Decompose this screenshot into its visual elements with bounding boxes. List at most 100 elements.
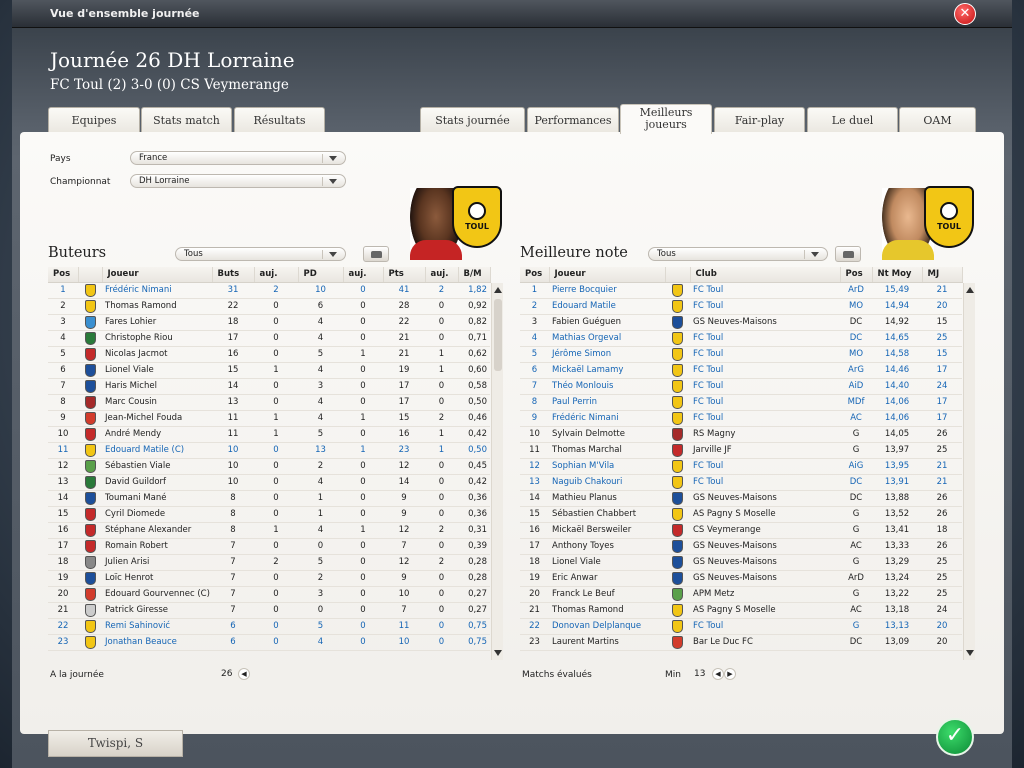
table-row[interactable]: 8 Marc Cousin 13 0 4 0 17 0 0,50 xyxy=(48,394,490,411)
confirm-button[interactable]: ✓ xyxy=(936,718,974,756)
scroll-down-icon[interactable] xyxy=(966,650,974,656)
country-dropdown[interactable]: France xyxy=(130,151,346,165)
table-row[interactable]: 16 Mickaël Bersweiler CS Veymerange G 13,41 1… xyxy=(520,522,962,539)
tab-equipes[interactable]: Equipes xyxy=(48,107,140,132)
table-row[interactable]: 1 Pierre Bocquier FC Toul ArD 15,49 21 xyxy=(520,282,962,299)
club-badge-cell xyxy=(78,618,102,635)
table-row[interactable]: 12 Sébastien Viale 10 0 2 0 12 0 0,45 xyxy=(48,458,490,475)
arrow-left-icon[interactable]: ◀ xyxy=(238,668,250,680)
table-row[interactable]: 23 Laurent Martins Bar Le Duc FC DC 13,09 20 xyxy=(520,634,962,651)
table-row[interactable]: 9 Jean-Michel Fouda 11 1 4 1 15 2 0,46 xyxy=(48,410,490,427)
table-row[interactable]: 20 Franck Le Beuf APM Metz G 13,22 25 xyxy=(520,586,962,603)
table-row[interactable]: 7 Haris Michel 14 0 3 0 17 0 0,58 xyxy=(48,378,490,395)
table-row[interactable]: 16 Stéphane Alexander 8 1 4 1 12 2 0,31 xyxy=(48,522,490,539)
tab-oam[interactable]: OAM xyxy=(899,107,976,132)
table-row[interactable]: 18 Julien Arisi 7 2 5 0 12 2 0,28 xyxy=(48,554,490,571)
table-row[interactable]: 7 Théo Monlouis FC Toul AiD 14,40 24 xyxy=(520,378,962,395)
table-row[interactable]: 14 Toumani Mané 8 0 1 0 9 0 0,36 xyxy=(48,490,490,507)
table-row[interactable]: 11 Thomas Marchal Jarville JF G 13,97 25 xyxy=(520,442,962,459)
stat-cell: 6 xyxy=(212,618,254,635)
stat-cell: 15 xyxy=(383,410,425,427)
club-badge-icon xyxy=(672,315,683,329)
rating-scrollbar[interactable] xyxy=(963,283,975,660)
club-badge-icon xyxy=(84,475,96,489)
arrow-left-icon[interactable]: ◀ xyxy=(712,668,724,680)
table-row[interactable]: 6 Lionel Viale 15 1 4 0 19 1 0,60 xyxy=(48,362,490,379)
table-row[interactable]: 22 Remi Sahinović 6 0 5 0 11 0 0,75 xyxy=(48,618,490,635)
club-badge-icon xyxy=(672,299,683,313)
player-name: Franck Le Beuf xyxy=(549,586,665,603)
tab-fair-play[interactable]: Fair-play xyxy=(714,107,805,132)
matches-cell: 21 xyxy=(922,474,962,491)
scorers-options-button[interactable] xyxy=(363,246,389,262)
table-row[interactable]: 5 Nicolas Jacmot 16 0 5 1 21 1 0,62 xyxy=(48,346,490,363)
table-row[interactable]: 15 Cyril Diomede 8 0 1 0 9 0 0,36 xyxy=(48,506,490,523)
table-row[interactable]: 4 Christophe Riou 17 0 4 0 21 0 0,71 xyxy=(48,330,490,347)
club-name: AS Pagny S Moselle xyxy=(690,506,840,523)
rating-cell: 13,95 xyxy=(872,458,922,475)
rating-filter-value: Tous xyxy=(657,249,676,259)
table-row[interactable]: 2 Thomas Ramond 22 0 6 0 28 0 0,92 xyxy=(48,298,490,315)
table-row[interactable]: 1 Frédéric Nimani 31 2 10 0 41 2 1,82 xyxy=(48,282,490,299)
min-stepper[interactable]: ◀ ▶ xyxy=(712,668,736,680)
table-row[interactable]: 6 Mickaël Lamamy FC Toul ArG 14,46 17 xyxy=(520,362,962,379)
table-row[interactable]: 19 Loïc Henrot 7 0 2 0 9 0 0,28 xyxy=(48,570,490,587)
table-row[interactable]: 21 Thomas Ramond AS Pagny S Moselle AC 13,18… xyxy=(520,602,962,619)
manager-name[interactable]: Twispi, S xyxy=(48,730,183,757)
tab-stats-match[interactable]: Stats match xyxy=(141,107,232,132)
player-name: Thomas Marchal xyxy=(549,442,665,459)
club-name: GS Neuves-Maisons xyxy=(690,490,840,507)
scroll-thumb[interactable] xyxy=(494,299,502,371)
table-row[interactable]: 22 Donovan Delplanque FC Toul G 13,13 20 xyxy=(520,618,962,635)
stat-cell: 0 xyxy=(254,314,298,331)
table-row[interactable]: 13 Naguib Chakouri FC Toul DC 13,91 21 xyxy=(520,474,962,491)
club-badge-icon xyxy=(84,299,96,313)
championship-dropdown[interactable]: DH Lorraine xyxy=(130,174,346,188)
table-row[interactable]: 21 Patrick Giresse 7 0 0 0 7 0 0,27 xyxy=(48,602,490,619)
stat-cell: 0 xyxy=(425,618,458,635)
tab-performances[interactable]: Performances xyxy=(527,107,619,132)
tab-resultats[interactable]: Résultats xyxy=(234,107,325,132)
club-badge-cell xyxy=(78,298,102,315)
table-row[interactable]: 10 Sylvain Delmotte RS Magny G 14,05 26 xyxy=(520,426,962,443)
matches-cell: 26 xyxy=(922,490,962,507)
table-row[interactable]: 11 Edouard Matile (C) 10 0 13 1 23 1 0,50 xyxy=(48,442,490,459)
tab-stats-journee[interactable]: Stats journée xyxy=(420,107,525,132)
table-row[interactable]: 2 Edouard Matile FC Toul MO 14,94 20 xyxy=(520,298,962,315)
tab-le-duel[interactable]: Le duel xyxy=(807,107,898,132)
table-row[interactable]: 18 Lionel Viale GS Neuves-Maisons G 13,29 25 xyxy=(520,554,962,571)
arrow-right-icon[interactable]: ▶ xyxy=(724,668,736,680)
club-badge-icon xyxy=(84,491,96,505)
table-row[interactable]: 9 Frédéric Nimani FC Toul AC 14,06 17 xyxy=(520,410,962,427)
matchday-stepper[interactable]: ◀ xyxy=(238,668,262,680)
table-row[interactable]: 14 Mathieu Planus GS Neuves-Maisons DC 13,88… xyxy=(520,490,962,507)
table-row[interactable]: 12 Sophian M'Vila FC Toul AiG 13,95 21 xyxy=(520,458,962,475)
table-row[interactable]: 17 Romain Robert 7 0 0 0 7 0 0,39 xyxy=(48,538,490,555)
table-row[interactable]: 13 David Guildorf 10 0 4 0 14 0 0,42 xyxy=(48,474,490,491)
tab-meilleurs-joueurs[interactable]: Meilleurs joueurs xyxy=(620,104,712,134)
rating-options-button[interactable] xyxy=(835,246,861,262)
chevron-down-icon xyxy=(811,252,819,257)
rating-filter-dropdown[interactable]: Tous xyxy=(648,247,828,261)
table-row[interactable]: 17 Anthony Toyes GS Neuves-Maisons AC 13,33 2… xyxy=(520,538,962,555)
table-row[interactable]: 20 Edouard Gourvennec (C) 7 0 3 0 10 0 0,27 xyxy=(48,586,490,603)
scorers-filter-dropdown[interactable]: Tous xyxy=(175,247,346,261)
scroll-down-icon[interactable] xyxy=(494,650,502,656)
table-row[interactable]: 5 Jérôme Simon FC Toul MO 14,58 15 xyxy=(520,346,962,363)
scroll-up-icon[interactable] xyxy=(966,287,974,293)
table-row[interactable]: 15 Sébastien Chabbert AS Pagny S Moselle G 1… xyxy=(520,506,962,523)
table-row[interactable]: 3 Fares Lohier 18 0 4 0 22 0 0,82 xyxy=(48,314,490,331)
stat-cell: 28 xyxy=(383,298,425,315)
matches-cell: 20 xyxy=(922,298,962,315)
table-row[interactable]: 19 Eric Anwar GS Neuves-Maisons ArD 13,24 25 xyxy=(520,570,962,587)
scorers-scrollbar[interactable] xyxy=(491,283,503,660)
table-row[interactable]: 10 André Mendy 11 1 5 0 16 1 0,42 xyxy=(48,426,490,443)
close-button[interactable]: ✕ xyxy=(954,3,976,25)
table-row[interactable]: 8 Paul Perrin FC Toul MDf 14,06 17 xyxy=(520,394,962,411)
table-row[interactable]: 4 Mathias Orgeval FC Toul DC 14,65 25 xyxy=(520,330,962,347)
table-row[interactable]: 23 Jonathan Beauce 6 0 4 0 10 0 0,75 xyxy=(48,634,490,651)
scroll-up-icon[interactable] xyxy=(494,287,502,293)
club-badge-cell xyxy=(78,458,102,475)
column-header xyxy=(665,267,691,283)
table-row[interactable]: 3 Fabien Guéguen GS Neuves-Maisons DC 14,92 1… xyxy=(520,314,962,331)
